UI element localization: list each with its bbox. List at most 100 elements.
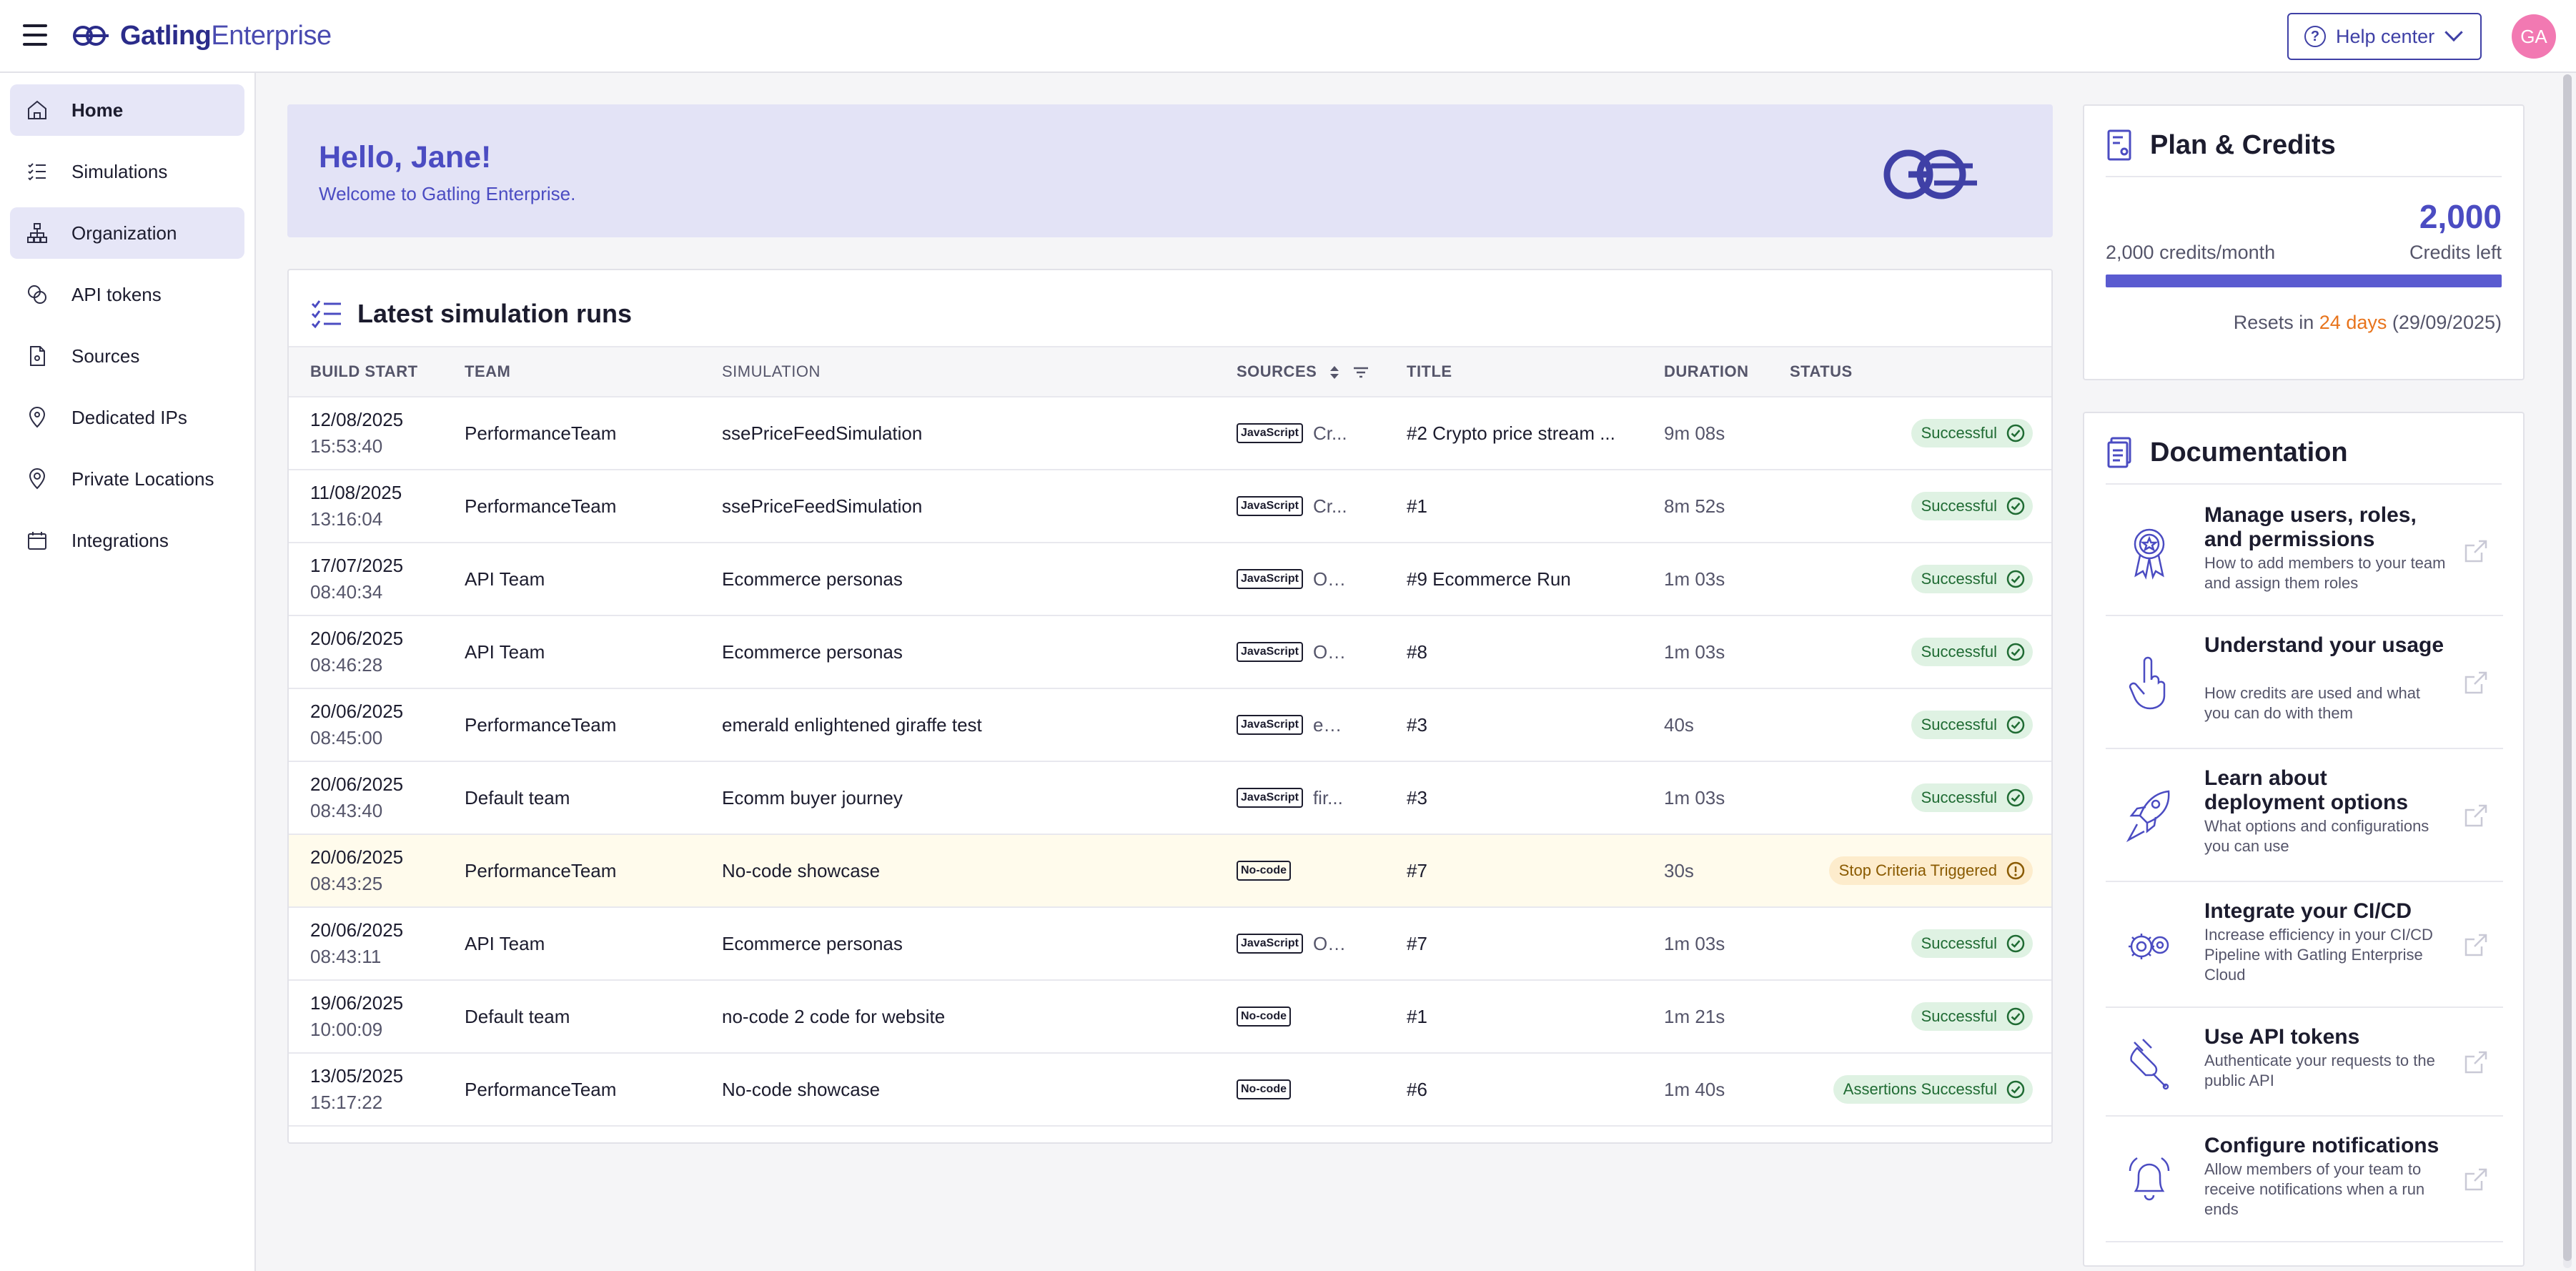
simulation-cell[interactable]: No-code showcase [722, 859, 881, 881]
sidebar-item-dedicated-ips[interactable]: Dedicated IPs [10, 392, 244, 443]
sources-cell: JavaScript ex... [1237, 688, 1407, 761]
docs-header: Documentation [2106, 435, 2348, 470]
doc-item-4[interactable]: Integrate your CI/CD Increase efficiency … [2106, 882, 2503, 1008]
source-badge: No-code [1237, 861, 1291, 881]
gears-icon [2124, 916, 2174, 974]
team-cell: PerformanceTeam [465, 1078, 617, 1100]
sources-cell: No-code [1237, 1053, 1407, 1126]
run-title: #3 [1407, 713, 1427, 736]
build-start-cell: 20/06/2025 08:46:28 [289, 615, 465, 688]
filter-icon[interactable] [1352, 365, 1369, 380]
col-team[interactable]: TEAM [465, 362, 511, 380]
warning-icon [2006, 861, 2025, 880]
col-build-start[interactable]: BUILD START [310, 362, 418, 380]
external-link-icon[interactable] [2462, 1165, 2490, 1194]
status-cell: Successful [1790, 470, 2051, 543]
table-row[interactable]: 20/06/2025 08:46:28 API Team Ecommerce pers… [289, 615, 2051, 688]
table-row[interactable]: 13/05/2025 15:17:22 PerformanceTeam No-code… [289, 1053, 2051, 1126]
table-row[interactable]: 20/06/2025 08:43:11 API Team Ecommerce pers… [289, 907, 2051, 980]
build-date: 12/08/2025 [310, 409, 404, 430]
simulation-cell[interactable]: emerald enlightened giraffe test [722, 713, 982, 736]
status-label: Successful [1921, 497, 1997, 515]
duration-cell: 1m 21s [1664, 1005, 1725, 1027]
table-row[interactable]: 19/06/2025 10:00:09 Default team no-code 2 … [289, 980, 2051, 1053]
sources-cell: JavaScript Of... [1237, 615, 1407, 688]
app-logo[interactable]: GatlingEnterprise [71, 16, 332, 56]
status-cell: Successful [1790, 397, 2051, 470]
menu-icon[interactable] [23, 24, 47, 46]
source-name: Of... [1312, 568, 1347, 590]
col-duration[interactable]: DURATION [1664, 362, 1749, 380]
resets-prefix: Resets in [2233, 312, 2314, 333]
doc-description: Authenticate your requests to the public… [2204, 1052, 2435, 1089]
doc-item-5[interactable]: Use API tokens Authenticate your requests… [2106, 1008, 2503, 1117]
duration-cell: 1m 03s [1664, 641, 1725, 663]
table-row[interactable]: 17/07/2025 08:40:34 API Team Ecommerce pers… [289, 543, 2051, 615]
avatar[interactable]: GA [2512, 14, 2556, 59]
help-center-button[interactable]: ? Help center [2287, 13, 2482, 60]
source-badge: JavaScript [1237, 496, 1303, 516]
status-cell: Assertions Successful [1790, 1053, 2051, 1126]
doc-item-6[interactable]: Configure notifications Allow members of … [2106, 1117, 2503, 1242]
build-start-cell: 11/08/2025 13:16:04 [289, 470, 465, 543]
sidebar-item-simulations[interactable]: Simulations [10, 146, 244, 197]
title-cell: #1 [1407, 980, 1664, 1053]
simulation-cell[interactable]: no-code 2 code for website [722, 1005, 946, 1027]
status-cell: Successful [1790, 543, 2051, 615]
doc-item-1[interactable]: Manage users, roles, and permissions How … [2106, 486, 2503, 616]
page-scrollbar[interactable] [2563, 74, 2572, 1268]
simulation-cell[interactable]: ssePriceFeedSimulation [722, 495, 923, 517]
table-row[interactable]: 11/08/2025 13:16:04 PerformanceTeam ssePric… [289, 470, 2051, 543]
table-row[interactable]: 20/06/2025 08:45:00 PerformanceTeam emerald… [289, 688, 2051, 761]
table-row[interactable]: 20/06/2025 08:43:25 PerformanceTeam No-code… [289, 834, 2051, 907]
build-date: 13/05/2025 [310, 1065, 404, 1087]
sidebar-item-api-tokens[interactable]: API tokens [10, 269, 244, 320]
col-simulation[interactable]: SIMULATION [722, 362, 821, 380]
external-link-icon[interactable] [2462, 1048, 2490, 1077]
simulation-cell[interactable]: Ecommerce personas [722, 641, 903, 663]
duration-cell: 8m 52s [1664, 495, 1725, 517]
table-row[interactable]: 12/08/2025 15:53:40 PerformanceTeam ssePric… [289, 397, 2051, 470]
checklist-icon [311, 300, 341, 329]
sidebar-item-integrations[interactable]: Integrations [10, 515, 244, 566]
status-badge: Successful [1911, 711, 2033, 739]
col-status[interactable]: STATUS [1790, 362, 1853, 380]
sources-cell: No-code [1237, 980, 1407, 1053]
team-cell: API Team [465, 568, 545, 590]
status-label: Successful [1921, 643, 1997, 661]
external-link-icon[interactable] [2462, 537, 2490, 565]
status-label: Successful [1921, 424, 1997, 442]
sidebar-item-home[interactable]: Home [10, 84, 244, 136]
simulation-cell[interactable]: Ecomm buyer journey [722, 786, 903, 808]
scrollbar-thumb[interactable] [2563, 74, 2572, 1261]
sort-icon[interactable] [1329, 365, 1340, 380]
build-start-cell: 19/06/2025 10:00:09 [289, 980, 465, 1053]
run-title: #8 [1407, 641, 1427, 663]
sources-cell: JavaScript Of... [1237, 543, 1407, 615]
table-row[interactable]: 20/06/2025 08:43:40 Default team Ecomm buye… [289, 761, 2051, 834]
col-title[interactable]: TITLE [1407, 362, 1452, 380]
doc-item-3[interactable]: Learn about deployment options What optio… [2106, 749, 2503, 882]
sidebar-item-organization[interactable]: Organization [10, 207, 244, 259]
simulation-cell[interactable]: Ecommerce personas [722, 568, 903, 590]
external-link-icon[interactable] [2462, 931, 2490, 959]
simulation-cell[interactable]: ssePriceFeedSimulation [722, 422, 923, 444]
status-badge: Successful [1911, 638, 2033, 666]
doc-item-2[interactable]: Understand your usage How credits are use… [2106, 616, 2503, 749]
simulation-cell[interactable]: No-code showcase [722, 1078, 881, 1100]
simulation-cell[interactable]: Ecommerce personas [722, 932, 903, 954]
source-badge: JavaScript [1237, 934, 1303, 954]
build-time: 15:53:40 [310, 435, 383, 457]
run-title: #6 [1407, 1078, 1427, 1100]
badge-icon [2124, 523, 2174, 580]
source-badge: JavaScript [1237, 788, 1303, 808]
col-sources[interactable]: SOURCES [1237, 347, 1407, 397]
sidebar-item-sources[interactable]: Sources [10, 330, 244, 382]
calendar-icon [24, 528, 50, 553]
welcome-subtitle: Welcome to Gatling Enterprise. [319, 183, 576, 204]
external-link-icon[interactable] [2462, 668, 2490, 697]
external-link-icon[interactable] [2462, 801, 2490, 830]
credits-left-label: Credits left [2409, 242, 2502, 263]
status-badge: Assertions Successful [1833, 1075, 2033, 1104]
sidebar-item-private-locations[interactable]: Private Locations [10, 453, 244, 505]
